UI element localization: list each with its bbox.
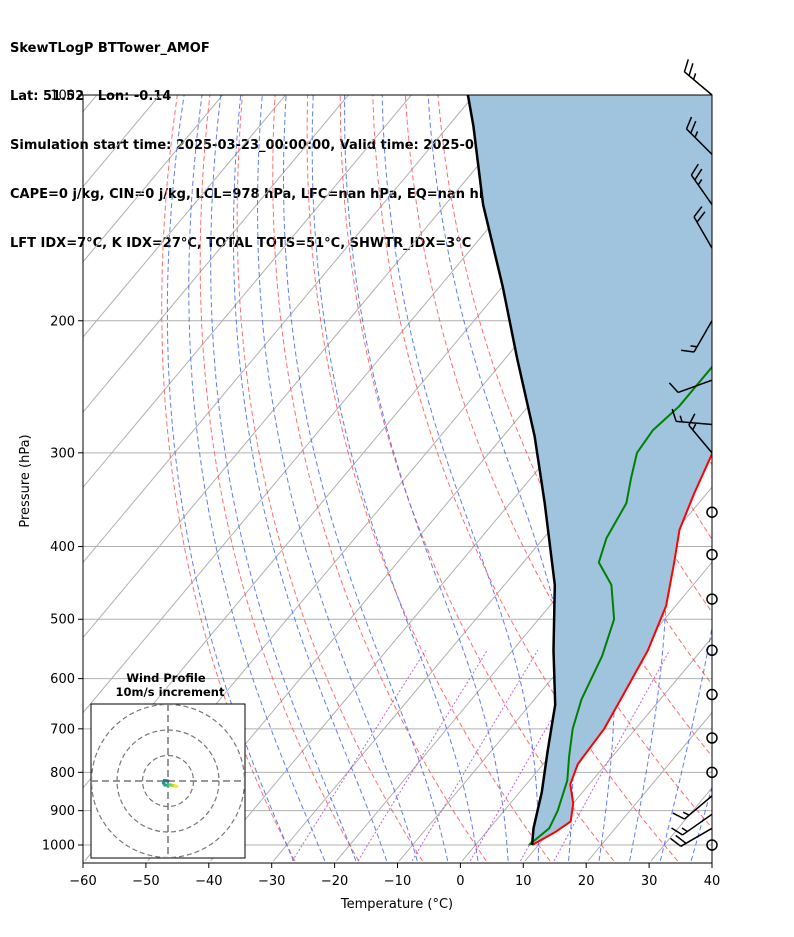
wind-barb xyxy=(690,163,713,206)
location-line: Lat: 51.52 Lon: -0.14 xyxy=(10,89,172,105)
wind-barb xyxy=(672,795,713,820)
x-tick-label: 0 xyxy=(456,874,464,889)
x-tick-label: 40 xyxy=(704,874,721,889)
dry-adiabat xyxy=(161,95,296,862)
moist-adiabat xyxy=(344,95,509,861)
y-tick-label: 600 xyxy=(50,672,75,687)
x-tick-label: −60 xyxy=(69,874,96,889)
dry-adiabat xyxy=(306,95,551,862)
axes: −60 −50 −40 −30 −20 −10 0 10 20 30 40 100 200 300 400 5… xyxy=(42,89,720,890)
y-axis-label: Pressure (hPa) xyxy=(18,434,33,527)
calm-wind-circle xyxy=(706,506,718,518)
moist-adiabat xyxy=(166,95,295,862)
parcel-line xyxy=(466,95,557,846)
moist-adiabat xyxy=(188,95,326,862)
isotherm-gridline xyxy=(524,636,712,862)
y-tick-label: 700 xyxy=(50,722,75,737)
hodograph-ring xyxy=(91,704,245,858)
x-tick-label: −20 xyxy=(321,874,348,889)
moist-adiabat xyxy=(233,95,388,862)
y-tick-label: 400 xyxy=(50,540,75,555)
y-tick-label: 500 xyxy=(50,613,75,628)
dry-adiabat xyxy=(236,95,423,862)
y-tick-label: 100 xyxy=(50,89,75,104)
cape-line: CAPE=0 j/kg, CIN=0 j/kg, LCL=978 hPa, LF… xyxy=(10,187,497,203)
y-tick-label: 1000 xyxy=(42,839,75,854)
x-tick-label: −40 xyxy=(195,874,222,889)
x-tick-label: 20 xyxy=(578,874,595,889)
isotherm-gridline xyxy=(83,95,412,489)
chart-title: SkewTLogP BTTower_AMOF xyxy=(10,40,210,56)
calm-wind-circle xyxy=(706,839,718,851)
y-tick-label: 900 xyxy=(50,804,75,819)
wind-barb xyxy=(685,116,713,155)
isotherm-gridline xyxy=(587,711,712,862)
dry-adiabat xyxy=(764,95,794,861)
y-tick-label: 300 xyxy=(50,446,75,461)
mixing-ratio-line xyxy=(411,650,539,862)
y-tick-label: 800 xyxy=(50,766,75,781)
moist-adiabat xyxy=(658,95,712,862)
mixing-ratio-line xyxy=(553,650,671,862)
isotherm-gridline xyxy=(714,95,794,861)
wind-barb xyxy=(668,379,713,394)
wind-barb xyxy=(688,413,713,454)
isotherm-gridline xyxy=(83,95,349,413)
wind-barb xyxy=(693,206,713,249)
hodograph-inset: Wind Profile 10m/s increment xyxy=(90,671,246,859)
x-tick-label: −10 xyxy=(384,874,411,889)
dry-adiabat xyxy=(372,95,678,862)
dry-adiabat xyxy=(698,95,712,137)
dry-adiabat xyxy=(731,95,794,861)
wind-barbs xyxy=(668,59,718,851)
calm-wind-circle xyxy=(706,593,718,605)
index-line: LFT IDX=7°C, K IDX=27°C, TOTAL TOTS=51°C… xyxy=(10,236,472,252)
moist-adiabat xyxy=(311,95,479,861)
wind-barb xyxy=(681,320,713,353)
profile-lines xyxy=(466,95,712,846)
wind-barb xyxy=(671,408,713,426)
cape-shade-area xyxy=(467,95,712,845)
hodograph-subtitle: 10m/s increment xyxy=(116,685,225,699)
calm-wind-circle xyxy=(706,644,718,657)
cape-shading xyxy=(467,95,712,845)
dry-adiabat xyxy=(272,95,487,862)
isotherm-gridline xyxy=(83,95,475,564)
y-tick-label: 200 xyxy=(50,314,75,329)
x-tick-label: 30 xyxy=(641,874,658,889)
moist-adiabat xyxy=(256,95,418,862)
isotherm-gridline xyxy=(83,95,223,263)
x-tick-label: −50 xyxy=(132,874,159,889)
calm-wind-circle xyxy=(706,766,718,779)
dry-adiabat xyxy=(199,95,360,862)
hodograph-title: Wind Profile xyxy=(126,671,206,685)
wind-barb xyxy=(670,827,713,847)
isotherm-gridline xyxy=(398,486,712,862)
calm-wind-circle xyxy=(706,732,718,744)
x-axis-label: Temperature (°C) xyxy=(340,897,453,912)
mixing-ratio-line xyxy=(291,650,427,862)
temperature-line xyxy=(531,451,712,846)
moist-adiabat xyxy=(381,95,539,861)
wind-barb xyxy=(683,59,713,96)
calm-wind-circle xyxy=(706,548,718,561)
isotherm-gridline xyxy=(83,95,538,639)
isotherm-gridline xyxy=(83,95,286,338)
wind-barb xyxy=(671,813,713,836)
mixing-ratio-line xyxy=(357,650,488,862)
moist-adiabat xyxy=(282,95,449,861)
x-tick-label: −30 xyxy=(258,874,285,889)
calm-wind-circle xyxy=(706,688,718,701)
dewpoint-line xyxy=(528,364,712,846)
x-tick-label: 10 xyxy=(515,874,532,889)
hodograph-segment xyxy=(174,784,179,788)
isotherm-gridline xyxy=(210,261,712,862)
moist-adiabat xyxy=(722,95,794,861)
moist-adiabat xyxy=(210,95,357,862)
isotherm-gridline xyxy=(83,95,98,113)
